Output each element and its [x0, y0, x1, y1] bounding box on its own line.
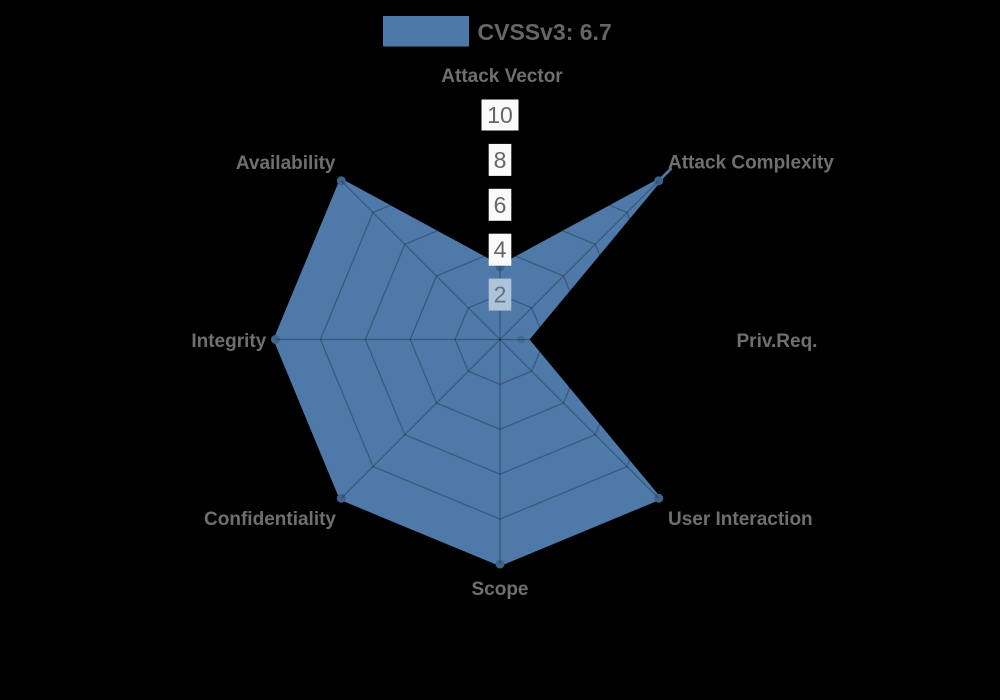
svg-text:Confidentiality: Confidentiality — [204, 509, 336, 530]
svg-text:Integrity: Integrity — [191, 331, 266, 352]
svg-text:Availability: Availability — [236, 153, 336, 174]
svg-text:Priv.Req.: Priv.Req. — [737, 331, 818, 352]
svg-text:CVSSv3: 6.7: CVSSv3: 6.7 — [478, 19, 612, 45]
svg-text:10: 10 — [487, 102, 513, 128]
svg-text:4: 4 — [494, 237, 507, 263]
svg-text:2: 2 — [494, 282, 507, 308]
svg-text:8: 8 — [494, 147, 507, 173]
svg-text:User Interaction: User Interaction — [668, 509, 813, 530]
svg-text:Attack Complexity: Attack Complexity — [668, 153, 834, 174]
svg-text:Attack Vector: Attack Vector — [441, 66, 563, 87]
svg-text:6: 6 — [494, 192, 507, 218]
svg-text:Scope: Scope — [471, 579, 528, 600]
